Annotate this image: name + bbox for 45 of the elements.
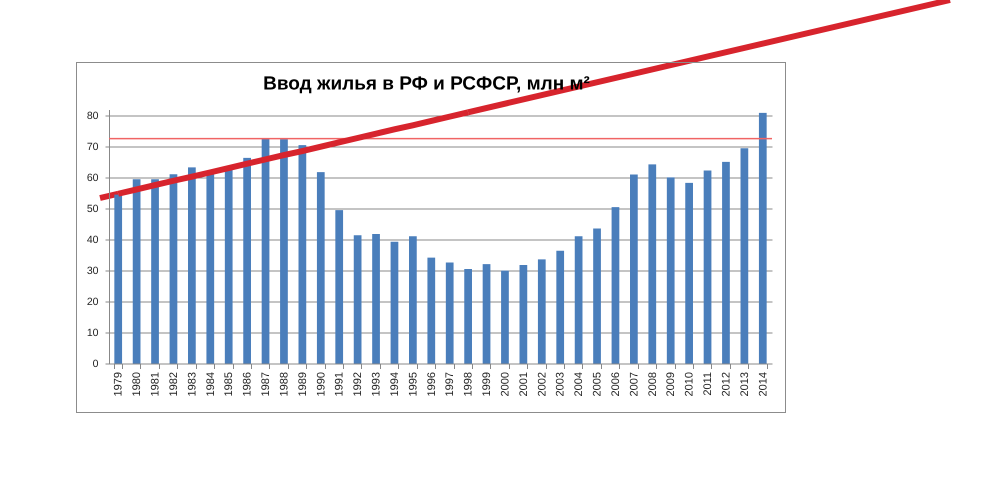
- x-tick-label: 2014: [757, 372, 770, 396]
- x-tick-label: 1998: [462, 372, 475, 396]
- x-tick-label: 1999: [481, 372, 494, 396]
- x-tick-label: 1992: [352, 372, 364, 396]
- x-tick-label: 1996: [426, 372, 438, 396]
- x-tick-label: 1990: [315, 372, 328, 396]
- x-tick-label: 2003: [554, 372, 567, 396]
- y-tick-label: 30: [86, 265, 99, 278]
- x-tick-label: 1984: [204, 372, 217, 396]
- x-tick-label: 1987: [260, 372, 272, 396]
- x-tick-label: 2005: [592, 372, 604, 396]
- x-tick-label: 2002: [536, 372, 548, 396]
- x-tick-label: 1982: [168, 372, 180, 396]
- x-tick-label: 1988: [278, 372, 290, 396]
- x-tick-label: 2006: [610, 372, 622, 396]
- x-tick-label: 1979: [112, 372, 125, 396]
- x-tick-label: 1997: [444, 372, 456, 396]
- x-tick-label: 1983: [186, 372, 198, 396]
- x-tick-label: 1985: [223, 372, 236, 396]
- y-tick-label: 50: [86, 203, 99, 216]
- x-tick-label: 2004: [573, 372, 586, 396]
- x-tick-label: 2001: [518, 372, 530, 396]
- y-tick-label: 70: [86, 141, 99, 154]
- x-tick-label: 2013: [738, 372, 751, 396]
- x-tick-label: 1989: [296, 372, 309, 396]
- x-tick-label: 2000: [499, 372, 512, 396]
- x-tick-label: 2008: [646, 372, 659, 396]
- x-tick-label: 1980: [131, 372, 144, 396]
- y-tick-label: 80: [86, 110, 99, 122]
- y-tick-label: 60: [86, 172, 99, 184]
- x-tick-label: 2009: [665, 372, 678, 396]
- y-tick-label: 10: [86, 327, 99, 340]
- x-tick-label: 1991: [334, 372, 346, 396]
- y-tick-label: 40: [86, 234, 99, 246]
- x-tick-label: 2012: [720, 372, 732, 396]
- x-tick-label: 1994: [388, 372, 401, 396]
- x-tick-label: 2007: [628, 372, 640, 396]
- x-tick-label: 2010: [684, 372, 696, 396]
- x-tick-label: 1986: [242, 372, 254, 396]
- x-tick-label: 2011: [702, 372, 714, 396]
- y-tick-label: 0: [92, 358, 99, 370]
- x-tick-label: 1981: [150, 372, 162, 396]
- y-tick-label: 20: [86, 296, 99, 308]
- x-tick-label: 1995: [407, 372, 420, 396]
- x-tick-label: 1993: [370, 372, 383, 396]
